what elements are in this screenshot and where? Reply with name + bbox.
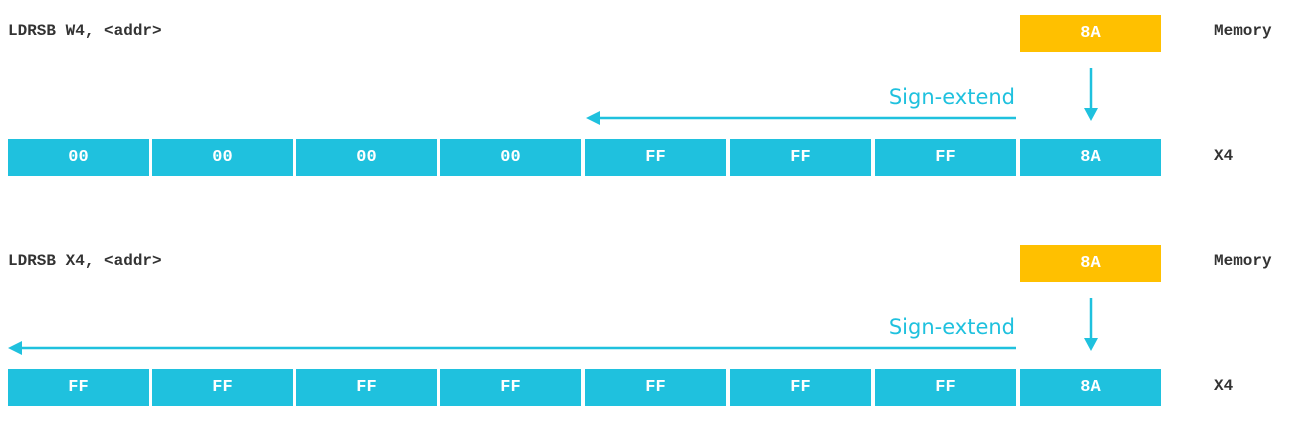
register-byte-1: FF — [152, 369, 293, 406]
register-x4: FF FF FF FF FF FF FF 8A — [8, 369, 1161, 406]
register-byte-6: FF — [875, 369, 1016, 406]
register-byte-3: 00 — [440, 139, 581, 176]
register-byte-0: 00 — [8, 139, 149, 176]
register-byte-3: FF — [440, 369, 581, 406]
register-label: X4 — [1214, 147, 1234, 165]
register-x4: 00 00 00 00 FF FF FF 8A — [8, 139, 1161, 176]
register-byte-2: FF — [296, 369, 437, 406]
sign-extend-label: Sign-extend — [888, 85, 1015, 109]
arrows — [586, 68, 1098, 125]
down-arrow-head — [1084, 108, 1098, 121]
register-byte-2: 00 — [296, 139, 437, 176]
memory-byte: 8A — [1020, 245, 1161, 282]
section-ldrsb-w4: LDRSB W4, <addr> 8A Memory Sign-extend 0… — [0, 0, 1296, 200]
memory-label: Memory — [1214, 22, 1272, 40]
memory-byte: 8A — [1020, 15, 1161, 52]
register-byte-0: FF — [8, 369, 149, 406]
memory-label: Memory — [1214, 252, 1272, 270]
register-byte-5: FF — [730, 139, 871, 176]
register-byte-5: FF — [730, 369, 871, 406]
register-byte-6: FF — [875, 139, 1016, 176]
register-byte-7: 8A — [1020, 369, 1161, 406]
register-label: X4 — [1214, 377, 1234, 395]
sign-extend-arrow-head — [8, 341, 22, 355]
sign-extend-label: Sign-extend — [888, 315, 1015, 339]
arrows — [8, 298, 1098, 355]
register-byte-4: FF — [585, 139, 726, 176]
register-byte-7: 8A — [1020, 139, 1161, 176]
instruction-label: LDRSB W4, <addr> — [8, 22, 162, 40]
section-ldrsb-x4: LDRSB X4, <addr> 8A Memory Sign-extend F… — [0, 230, 1296, 430]
instruction-label: LDRSB X4, <addr> — [8, 252, 162, 270]
down-arrow-head — [1084, 338, 1098, 351]
sign-extend-arrow-head — [586, 111, 600, 125]
register-byte-4: FF — [585, 369, 726, 406]
register-byte-1: 00 — [152, 139, 293, 176]
